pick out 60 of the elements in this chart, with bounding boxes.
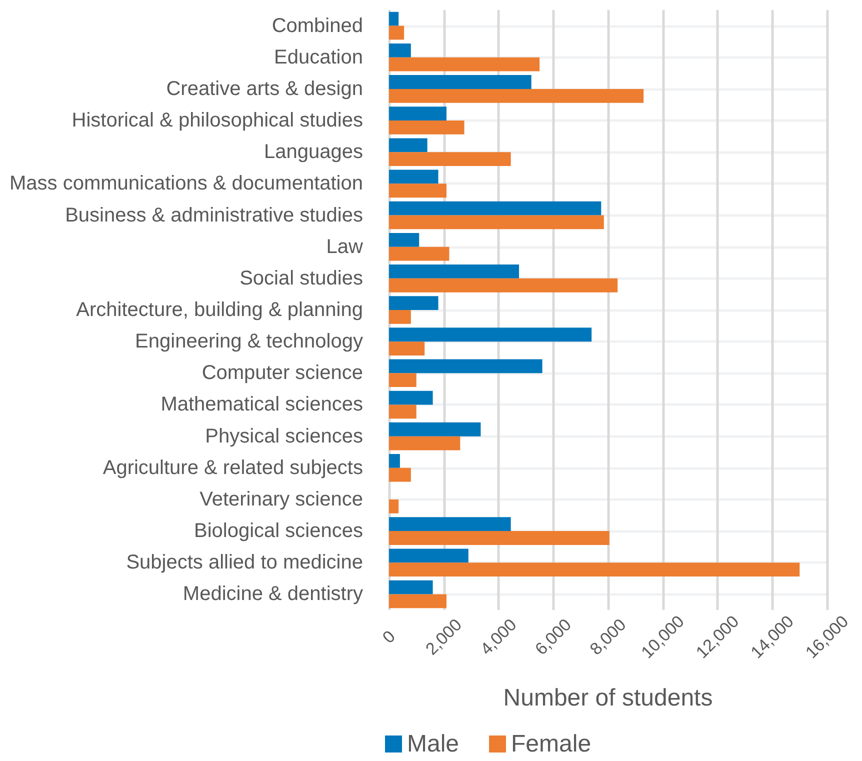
bar xyxy=(389,184,446,198)
bar xyxy=(389,26,404,40)
bar xyxy=(389,454,400,468)
bar xyxy=(389,201,602,216)
bar xyxy=(389,215,604,230)
bar xyxy=(389,296,438,310)
y-tick-label: Business & administrative studies xyxy=(65,204,363,226)
bar xyxy=(389,531,610,545)
bar xyxy=(389,373,416,388)
bar xyxy=(389,390,433,405)
bar xyxy=(389,75,532,89)
bar xyxy=(389,328,592,342)
y-tick-label: Law xyxy=(326,236,364,258)
bar xyxy=(389,170,438,184)
y-tick-label: Veterinary science xyxy=(200,488,363,510)
bar xyxy=(389,517,511,532)
y-tick-label: Languages xyxy=(264,141,363,164)
bar xyxy=(389,422,481,436)
y-tick-label: Engineering & technology xyxy=(135,330,363,353)
y-tick-label: Mass communications & documentation xyxy=(10,172,363,195)
bar xyxy=(389,310,411,324)
bar xyxy=(389,562,800,577)
y-tick-label: Architecture, building & planning xyxy=(76,299,363,321)
y-tick-label: Agriculture & related subjects xyxy=(102,456,363,479)
y-tick-label: Creative arts & design xyxy=(166,78,363,100)
legend-label: Male xyxy=(407,730,460,758)
bar xyxy=(389,152,511,166)
bar xyxy=(389,106,446,121)
bar xyxy=(389,120,464,134)
bar xyxy=(389,468,411,482)
bar xyxy=(389,580,433,594)
bar xyxy=(389,88,644,103)
bar xyxy=(389,404,416,419)
bar xyxy=(389,57,540,72)
y-tick-label: Combined xyxy=(272,14,363,37)
bar xyxy=(389,232,420,247)
bar xyxy=(389,436,460,450)
bar xyxy=(389,264,520,278)
y-tick-label: Computer science xyxy=(202,362,363,384)
y-tick-label: Biological sciences xyxy=(194,520,363,542)
bar xyxy=(389,359,542,374)
bar xyxy=(389,594,446,608)
bar xyxy=(389,342,425,356)
bar xyxy=(389,138,428,152)
bar xyxy=(389,246,450,261)
x-tick-label: 0 xyxy=(378,626,400,648)
y-tick-label: Physical sciences xyxy=(205,425,363,448)
bar xyxy=(389,12,399,26)
bar xyxy=(389,548,468,563)
y-tick-label: Historical & philosophical studies xyxy=(72,110,363,132)
bar xyxy=(389,278,618,292)
bar xyxy=(389,499,399,514)
legend-label: Female xyxy=(511,730,592,758)
x-axis-title: Number of students xyxy=(503,684,713,712)
y-tick-label: Social studies xyxy=(240,267,363,290)
y-tick-label: Mathematical sciences xyxy=(160,394,363,416)
y-tick-label: Subjects allied to medicine xyxy=(126,552,363,574)
bar xyxy=(389,43,411,58)
y-tick-label: Education xyxy=(274,46,363,68)
y-tick-label: Medicine & dentistry xyxy=(182,583,363,606)
